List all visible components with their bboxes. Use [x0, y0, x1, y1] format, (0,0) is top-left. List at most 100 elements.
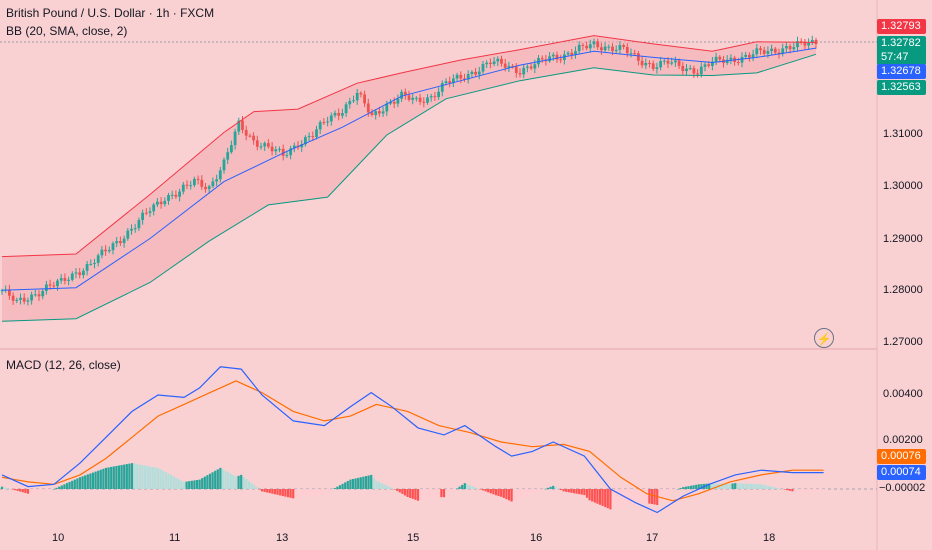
macd-hist-bar — [676, 489, 680, 490]
macd-hist-bar — [245, 479, 248, 489]
candle-body — [555, 54, 559, 60]
macd-hist-bar — [86, 474, 89, 489]
macd-hist-bar — [349, 479, 352, 489]
x-tick-label: 15 — [407, 532, 420, 544]
macd-hist-bar — [390, 487, 394, 489]
macd-hist-bar — [687, 486, 690, 489]
candle-body — [333, 112, 337, 116]
candle-body — [588, 44, 592, 49]
macd-hist-bar — [289, 489, 292, 498]
macd-hist-bar — [684, 486, 687, 489]
candle-body — [30, 294, 33, 301]
macd-hist-bar — [536, 489, 539, 492]
macd-hist-bar — [320, 489, 323, 495]
macd-hist-bar — [11, 489, 14, 490]
macd-hist-bar — [614, 489, 617, 508]
macd-hist-bar — [146, 465, 149, 489]
macd-hist-bar — [253, 485, 256, 489]
candle-body — [618, 45, 622, 50]
macd-hist-bar — [630, 489, 633, 506]
macd-hist-bar — [128, 463, 131, 489]
candle-body — [193, 178, 196, 186]
candle-body — [15, 299, 19, 301]
macd-hist-bar — [695, 484, 698, 489]
candle-body — [389, 101, 392, 104]
macd-hist-bar — [575, 489, 578, 494]
macd-hist-bar — [419, 489, 422, 501]
countdown-tag: 57:47 — [877, 50, 926, 65]
macd-hist-bar — [604, 489, 607, 508]
macd-hist-bar — [328, 489, 331, 491]
macd-hist-bar — [731, 483, 734, 489]
bb-legend[interactable]: BB (20, SMA, close, 2) — [6, 24, 128, 38]
macd-hist-bar — [799, 489, 802, 492]
macd-hist-bar — [637, 489, 641, 505]
macd-hist-bar — [466, 484, 469, 489]
candle-body — [622, 45, 625, 47]
macd-hist-bar — [440, 489, 443, 498]
macd-hist-bar — [502, 489, 505, 499]
symbol-title[interactable]: British Pound / U.S. Dollar · 1h · FXCM — [6, 6, 215, 20]
candle-body — [200, 179, 204, 187]
lightning-icon[interactable]: ⚡ — [814, 328, 834, 348]
macd-hist-bar — [578, 489, 581, 495]
candle-body — [677, 60, 681, 66]
candle-body — [33, 294, 37, 296]
macd-hist-bar — [78, 477, 82, 489]
candle-body — [366, 103, 370, 113]
macd-hist-bar — [341, 483, 344, 489]
candle-body — [318, 122, 322, 130]
macd-hist-bar — [619, 489, 622, 507]
candle-body — [418, 97, 422, 102]
candle-body — [215, 179, 218, 182]
candle-body — [307, 136, 311, 138]
macd-hist-bar — [546, 487, 550, 489]
macd-hist-bar — [47, 489, 50, 490]
candle-body — [792, 47, 796, 50]
macd-hist-bar — [819, 489, 823, 492]
candle-body — [311, 136, 315, 138]
macd-hist-bar — [16, 489, 19, 491]
candle-body — [688, 68, 692, 70]
macd-hist-bar — [237, 475, 240, 489]
macd-hist-bar — [24, 489, 27, 493]
macd-hist-bar — [201, 478, 204, 489]
candle-body — [785, 46, 788, 49]
candle-body — [70, 273, 74, 280]
macd-hist-bar — [591, 489, 594, 502]
candle-body — [26, 300, 30, 302]
macd-hist-bar — [775, 487, 778, 489]
macd-hist-bar — [71, 480, 74, 489]
macd-legend[interactable]: MACD (12, 26, close) — [6, 358, 121, 372]
macd-hist-bar — [760, 484, 763, 489]
candlestick-series[interactable] — [0, 35, 818, 306]
candle-body — [222, 159, 226, 171]
macd-hist-bar — [242, 476, 245, 489]
macd-hist-bar — [557, 488, 560, 490]
macd-hist-bar — [286, 489, 290, 498]
candle-body — [85, 264, 89, 271]
candle-body — [400, 91, 403, 99]
candle-body — [185, 184, 189, 186]
macd-hist-bar — [406, 489, 409, 497]
macd-hist-bar — [177, 479, 180, 489]
macd-hist-bar — [55, 487, 58, 489]
candle-body — [489, 62, 492, 65]
macd-hist-bar — [367, 475, 370, 489]
macd-hist-bar — [409, 489, 412, 498]
candle-body — [326, 121, 329, 123]
macd-hist-bar — [357, 477, 360, 489]
candle-body — [466, 74, 470, 80]
macd-hist-bar — [744, 483, 747, 489]
macd-hist-bar — [549, 486, 552, 489]
macd-hist-bar — [211, 472, 214, 489]
macd-hist-bar — [195, 479, 199, 489]
candle-body — [237, 120, 241, 132]
macd-hist-bar — [273, 489, 277, 495]
candle-body — [156, 201, 159, 205]
macd-hist-bar — [458, 486, 461, 489]
macd-hist-bar — [260, 489, 264, 492]
macd-hist-bar — [666, 489, 669, 496]
candle-body — [274, 149, 278, 152]
